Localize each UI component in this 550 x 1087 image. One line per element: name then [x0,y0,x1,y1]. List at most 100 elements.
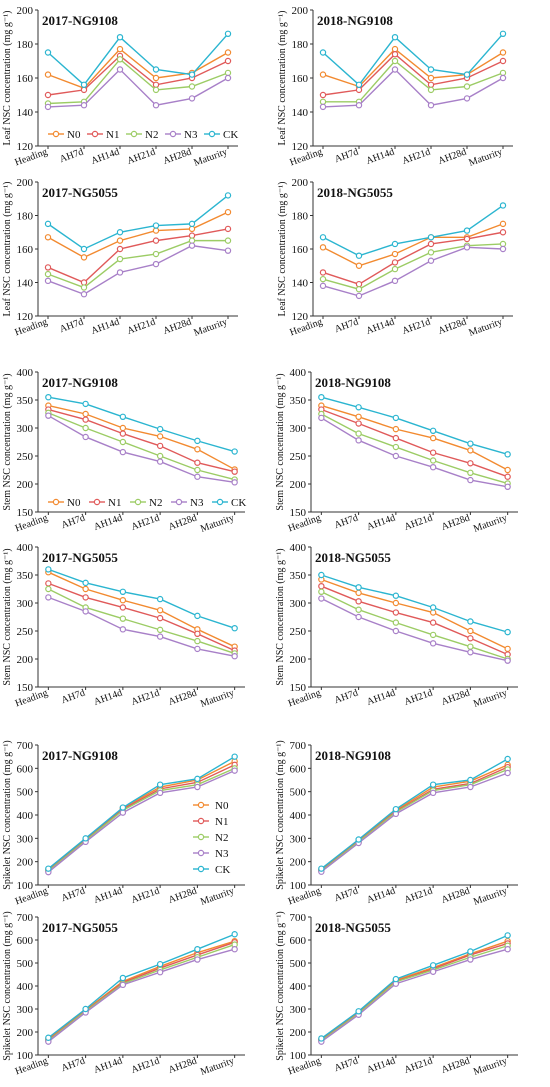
data-point-ck [392,975,400,983]
data-point-ck [152,66,160,73]
data-point-n3 [391,66,399,73]
data-point-n0 [224,49,232,56]
data-point-ck [504,755,511,763]
data-point-ck [427,66,435,73]
data-point-n2 [427,86,435,94]
data-point-n3 [231,653,238,660]
x-tick-label: AH21d [126,146,157,166]
data-point-n3 [467,476,474,484]
data-point-n0 [355,413,362,420]
legend-item-n3: N3 [165,129,198,141]
y-tick-label: 150 [290,507,307,519]
legend-item-n1: N1 [89,497,121,509]
data-point-ck [429,604,437,611]
x-tick-label: AH14d [365,512,396,532]
x-tick-label: AH28d [440,512,471,532]
data-point-n1 [355,420,362,427]
data-point-ck [429,427,437,434]
series-line-n1 [321,585,508,656]
y-tick-label: 400 [17,810,34,822]
data-point-n2 [391,265,399,273]
data-point-ck [355,81,363,89]
x-tick-label: AH21d [130,1055,161,1075]
legend-marker [197,865,205,873]
y-tick-label: 300 [17,1004,34,1016]
x-tick-label: AH14d [365,1055,396,1075]
x-tick-label: AH7d [60,885,87,904]
x-tick-label: AH7d [333,885,360,904]
data-point-n0 [194,446,201,453]
y-tick-label: 500 [290,787,307,799]
legend-label: N2 [145,129,158,141]
data-point-n2 [116,255,124,263]
series-line-ck [322,33,504,86]
legend-marker [175,498,183,506]
data-point-ck [119,588,127,596]
data-point-n0 [82,410,89,418]
data-point-n1 [156,614,164,622]
data-point-n0 [499,220,507,228]
chart-title: 2017-NG9108 [42,375,118,390]
y-tick-label: 150 [17,507,34,519]
data-point-ck [188,71,196,78]
data-point-n2 [499,240,507,248]
y-tick-label: 140 [292,278,309,290]
data-point-n3 [80,291,88,298]
data-point-ck [194,946,201,953]
data-point-n3 [194,645,201,653]
data-point-n3 [231,767,238,774]
data-point-n3 [504,483,511,490]
data-point-n1 [45,580,52,587]
data-point-n3 [116,269,124,276]
y-tick-label: 200 [17,1027,34,1039]
data-point-n3 [355,437,362,444]
series-line-n0 [322,48,504,88]
y-tick-label: 200 [290,1027,307,1039]
y-tick-label: 120 [292,141,309,153]
y-axis-label: Spikelet NSC concentration (mg g⁻¹) [275,740,286,889]
data-point-n3 [467,956,474,963]
data-point-n1 [429,449,437,456]
x-tick-label: AH21d [403,512,434,532]
x-tick-label: AH14d [90,316,121,336]
legend-marker [216,498,224,506]
data-point-n3 [82,608,89,615]
y-tick-label: 300 [290,833,307,845]
data-point-n2 [188,237,196,244]
y-tick-label: 500 [17,787,34,799]
y-tick-label: 400 [290,981,307,993]
data-point-ck [44,49,52,56]
data-point-n2 [44,270,52,278]
legend-marker [197,801,205,809]
x-tick-label: AH28d [440,1055,471,1075]
series-line-ck [321,396,508,455]
y-axis-label: Stem NSC concentration (mg g⁻¹) [2,373,13,510]
legend-label: N2 [215,832,228,844]
data-point-n1 [318,583,325,590]
data-point-n0 [44,234,52,241]
data-point-n3 [429,640,437,647]
data-point-ck [319,234,327,241]
legend-item-n0: N0 [193,800,229,812]
data-point-n1 [392,609,400,616]
data-point-n3 [156,633,164,640]
data-point-n2 [429,631,437,639]
data-point-n2 [391,57,399,65]
data-point-ck [318,865,325,872]
data-point-n1 [44,264,52,271]
data-point-ck [45,865,52,872]
data-point-n3 [231,946,238,953]
x-tick-label: AH28d [167,1055,198,1075]
data-point-ck [224,192,232,199]
data-point-n3 [156,458,164,465]
series-line-ck [47,756,236,870]
data-point-n2 [152,86,160,94]
series-line-n0 [47,211,229,259]
data-point-n0 [499,49,507,56]
data-point-n1 [231,468,238,475]
legend-item-n2: N2 [126,129,158,141]
data-point-n3 [355,613,362,621]
